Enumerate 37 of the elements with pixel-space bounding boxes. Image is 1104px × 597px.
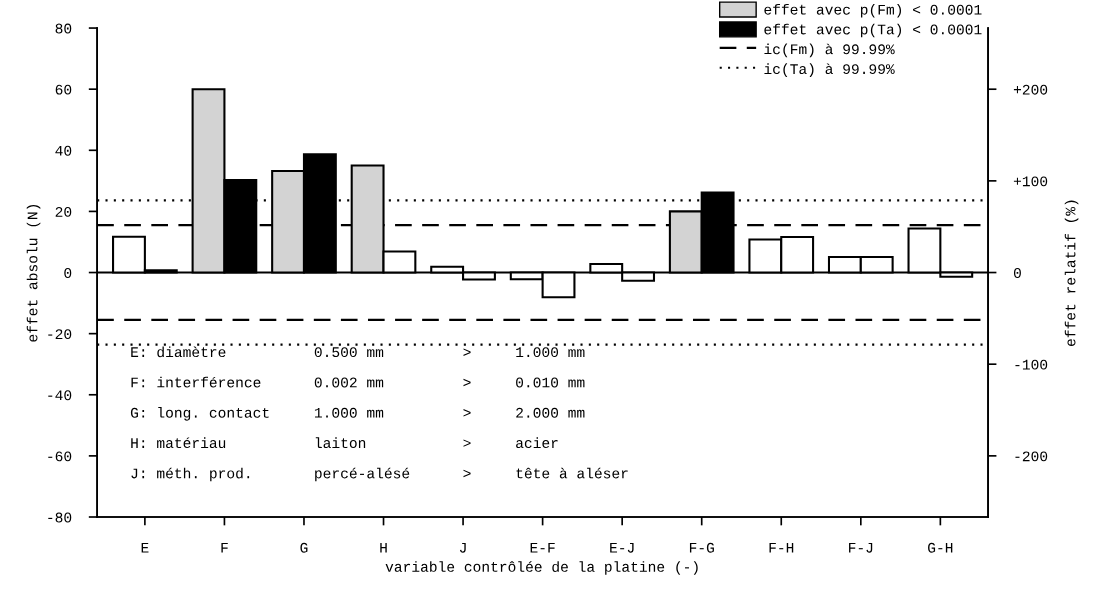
x-tick-label: F-J xyxy=(849,542,873,553)
annotation: H: matériau laiton > acier xyxy=(131,437,558,449)
annotation: E: diamètre 0.500 mm > 1.000 mm xyxy=(131,346,585,358)
x-tick-label: E-J xyxy=(610,542,634,553)
x-tick-label: F-G xyxy=(689,542,714,553)
y-tick-label: 40 xyxy=(55,145,72,156)
y-tick-label: -60 xyxy=(48,451,72,462)
y-tick-label: -40 xyxy=(48,390,72,401)
x-tick-label: G-H xyxy=(928,542,953,553)
annotation: F: interférence 0.002 mm > 0.010 mm xyxy=(131,376,585,388)
y-tick-label: 0 xyxy=(64,268,72,278)
y-tick-label: -20 xyxy=(48,329,72,340)
legend-label: ic(Ta) à 99.99% xyxy=(764,63,895,77)
x-tick-label: H xyxy=(380,542,387,553)
y2-tick-label: 0 xyxy=(1013,268,1021,278)
x-tick-label: F-H xyxy=(769,542,794,553)
x-tick-label: F xyxy=(221,542,228,553)
y2-tick-label: +100 xyxy=(1013,176,1048,187)
x-tick-label: E xyxy=(141,542,149,553)
y-tick-label: -80 xyxy=(48,512,72,523)
annotation: J: méth. prod. percé-alésé > tête à aléser xyxy=(131,467,628,482)
legend-label: effet avec p(Fm) < 0.0001 xyxy=(764,3,982,18)
x-tick-label: G xyxy=(300,542,308,553)
y-tick-label: 60 xyxy=(55,84,72,95)
annotation: G: long. contact 1.000 mm > 2.000 mm xyxy=(130,407,585,421)
x-axis-title: variable contrôlée de la platine (-) xyxy=(385,561,698,575)
y-tick-label: 80 xyxy=(55,23,72,34)
y2-axis-title: effet relatif (%) xyxy=(1064,200,1079,346)
y2-tick-label: -100 xyxy=(1015,359,1048,370)
x-tick-label: E-F xyxy=(530,542,555,553)
y2-tick-label: -200 xyxy=(1015,451,1048,462)
y-axis-title: effet absolu (N) xyxy=(26,204,41,342)
legend-label: effet avec p(Ta) < 0.0001 xyxy=(764,23,982,38)
y2-tick-label: +200 xyxy=(1013,84,1048,95)
legend-label: ic(Fm) à 99.99% xyxy=(764,43,895,58)
x-tick-label: J xyxy=(459,542,466,553)
y-tick-label: 20 xyxy=(55,206,72,217)
